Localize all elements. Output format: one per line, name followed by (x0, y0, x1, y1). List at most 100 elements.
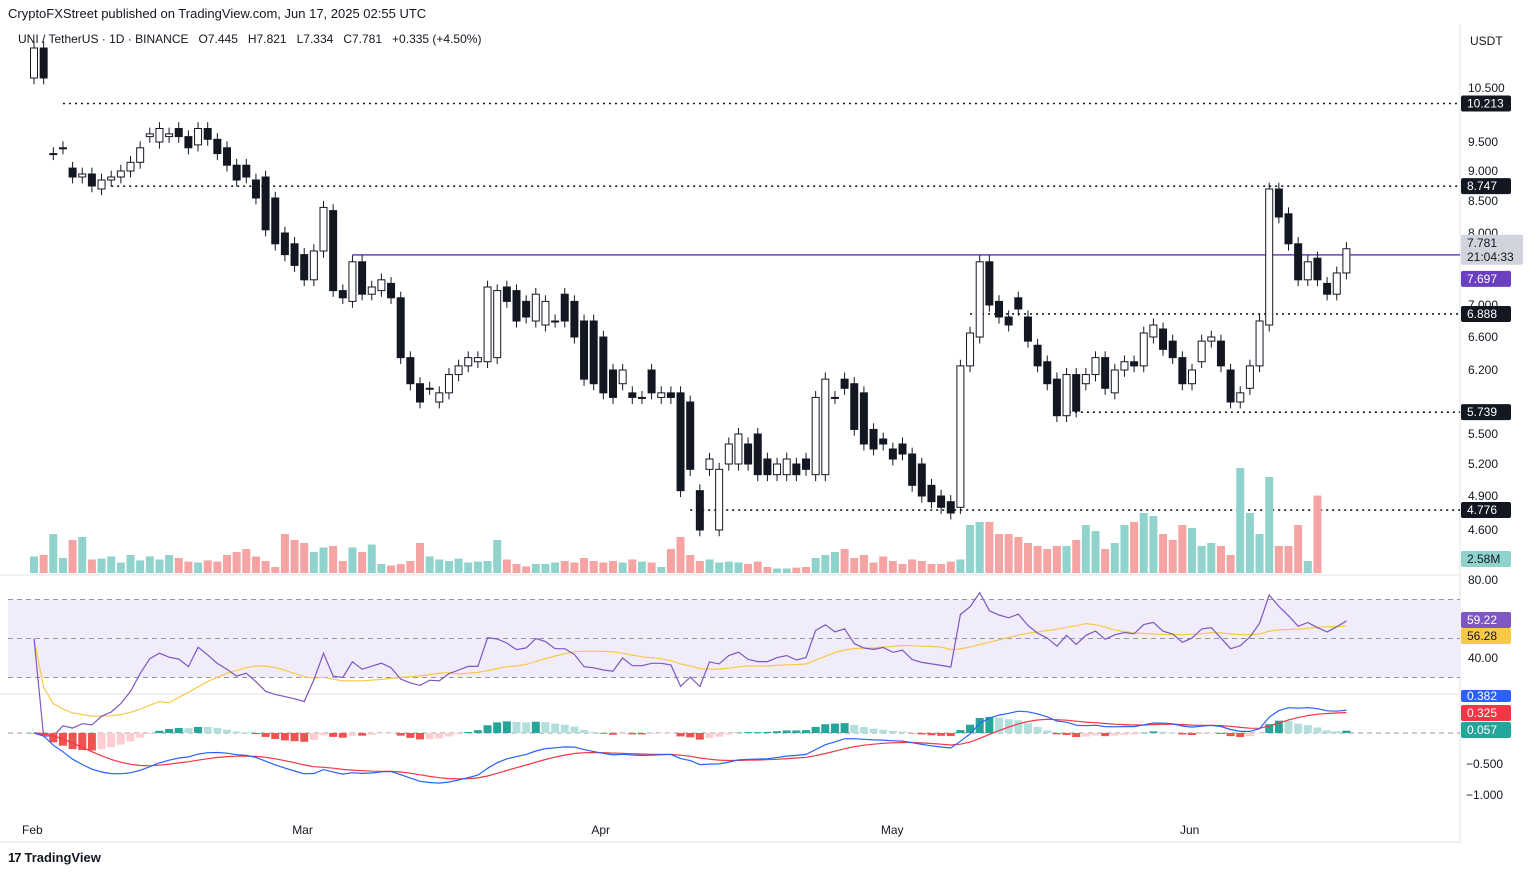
candle-body (744, 443, 753, 465)
volume-tag: 2.58M (1467, 552, 1500, 566)
volume-bar (358, 552, 367, 573)
rsi-ma-tag-bg (1461, 628, 1511, 644)
tradingview-mark-icon: 17 (8, 850, 22, 865)
macd-histogram-bar (1139, 732, 1148, 734)
volume-bar (1178, 525, 1187, 573)
tradingview-logo[interactable]: 17 TradingView (8, 850, 101, 865)
horizontal-levels (62, 102, 1460, 511)
volume-bar (560, 561, 569, 573)
volume-bar (657, 567, 666, 573)
volume-bar (39, 555, 48, 573)
publisher-header: CryptoFXStreet published on TradingView.… (8, 6, 427, 21)
macd-histogram-bar (908, 733, 917, 734)
candle-body (975, 261, 984, 338)
macd-histogram-bar (1130, 733, 1139, 735)
volume-bar (637, 561, 646, 573)
macd-histogram-bar (599, 733, 608, 734)
candle-body (1332, 272, 1341, 295)
candle-body (763, 458, 772, 476)
macd-histogram-bar (946, 733, 955, 737)
candle-body (30, 47, 38, 79)
macd-histogram-bar (223, 729, 231, 733)
volume-bar (165, 555, 174, 573)
volume-bar (213, 561, 222, 573)
volume-bar (985, 522, 994, 573)
macd-histogram-bar (338, 733, 347, 738)
volume-bar (155, 559, 164, 573)
volume-bar (599, 562, 608, 573)
candle-body (502, 286, 511, 302)
candle-body (821, 378, 830, 476)
volume-bar (927, 564, 936, 573)
volume-bar (589, 561, 598, 573)
volume-bar (715, 562, 724, 573)
candle-body (387, 282, 396, 299)
macd-histogram-bar (1101, 733, 1110, 737)
volume-bar (174, 558, 183, 573)
candle-body (1014, 297, 1023, 310)
candle-body (444, 374, 453, 394)
candle-body (580, 320, 589, 380)
volume-bar (859, 555, 868, 573)
volume-bar (995, 534, 1003, 573)
level-tag: 6.888 (1467, 307, 1497, 321)
macd-histogram-bar (261, 733, 270, 737)
price-tick-label: 9.500 (1468, 135, 1498, 149)
candle-body (377, 279, 386, 292)
macd-signal-tag-bg (1461, 705, 1511, 721)
grid-layer (0, 24, 1461, 843)
macd-line (33, 706, 1347, 784)
macd-histogram-bar (580, 729, 589, 733)
macd-histogram-bar (1004, 719, 1013, 733)
macd-histogram-bar (251, 733, 260, 735)
candle-body (859, 392, 868, 445)
volume-bar (483, 561, 492, 573)
candle-body (1294, 243, 1303, 281)
macd-histogram-bar (406, 733, 415, 738)
candle-body (203, 128, 212, 140)
volume-bar (1303, 561, 1312, 573)
macd-histogram-bar (435, 733, 444, 739)
macd-tick-label: −1.000 (1466, 788, 1503, 802)
volume-bar (1188, 528, 1196, 573)
candle-body (136, 147, 145, 163)
volume-bar (367, 544, 376, 573)
volume-bar (194, 562, 203, 573)
volume-bar (1091, 531, 1100, 573)
volume-bar (1294, 525, 1303, 573)
macd-histogram-bar (1323, 730, 1332, 733)
candle-body (1091, 357, 1100, 376)
macd-histogram-bar (859, 727, 868, 733)
symbol-name[interactable]: UNI / TetherUS · 1D · BINANCE (18, 32, 189, 46)
macd-histogram-bar (560, 724, 569, 733)
candle-body (464, 357, 473, 367)
tradingview-wordmark: TradingView (24, 850, 101, 865)
currency-label[interactable]: USDT (1470, 34, 1503, 48)
ohlc-low: L7.334 (296, 32, 334, 46)
candle-body (995, 300, 1003, 318)
volume-bar (522, 566, 531, 573)
candle-body (1168, 340, 1177, 359)
volume-bar (454, 558, 463, 573)
volume-bar (435, 559, 444, 573)
volume-bar (502, 559, 511, 573)
volume-bar (280, 534, 289, 573)
volume-bar (908, 559, 917, 573)
macd-hist-tag-bg (1461, 722, 1511, 738)
candle-body (869, 428, 878, 450)
macd-histogram-bar (850, 724, 859, 733)
macd-histogram-bar (724, 733, 733, 735)
macd-value-tag-bg (1461, 690, 1511, 702)
macd-histogram-bar (995, 717, 1003, 733)
volume-bar (1004, 534, 1013, 573)
candle-body (232, 164, 241, 181)
level-tag: 7.697 (1467, 272, 1497, 286)
candle-body (937, 495, 946, 508)
rsi-tick-label: 40.00 (1468, 651, 1498, 665)
macd-histogram-bar (319, 733, 328, 736)
candle-body (271, 197, 280, 245)
macd-histogram-bar (1236, 733, 1245, 738)
candle-body (473, 357, 482, 363)
macd-value-tag: 0.382 (1467, 689, 1497, 703)
